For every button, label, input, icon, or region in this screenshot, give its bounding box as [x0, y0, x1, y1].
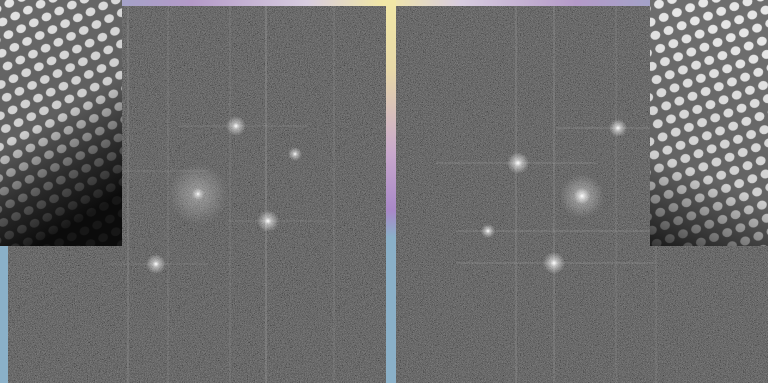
right-diffraction-spots	[481, 119, 627, 274]
left-diffraction-spots	[146, 116, 302, 274]
left-lattice-image	[0, 0, 122, 246]
top-frame-bar	[0, 0, 768, 6]
right-lattice-inset	[650, 0, 768, 246]
right-lattice-image	[650, 0, 768, 246]
left-fft-panel	[8, 6, 386, 383]
center-divider	[386, 0, 396, 383]
left-lattice-inset	[0, 0, 122, 246]
